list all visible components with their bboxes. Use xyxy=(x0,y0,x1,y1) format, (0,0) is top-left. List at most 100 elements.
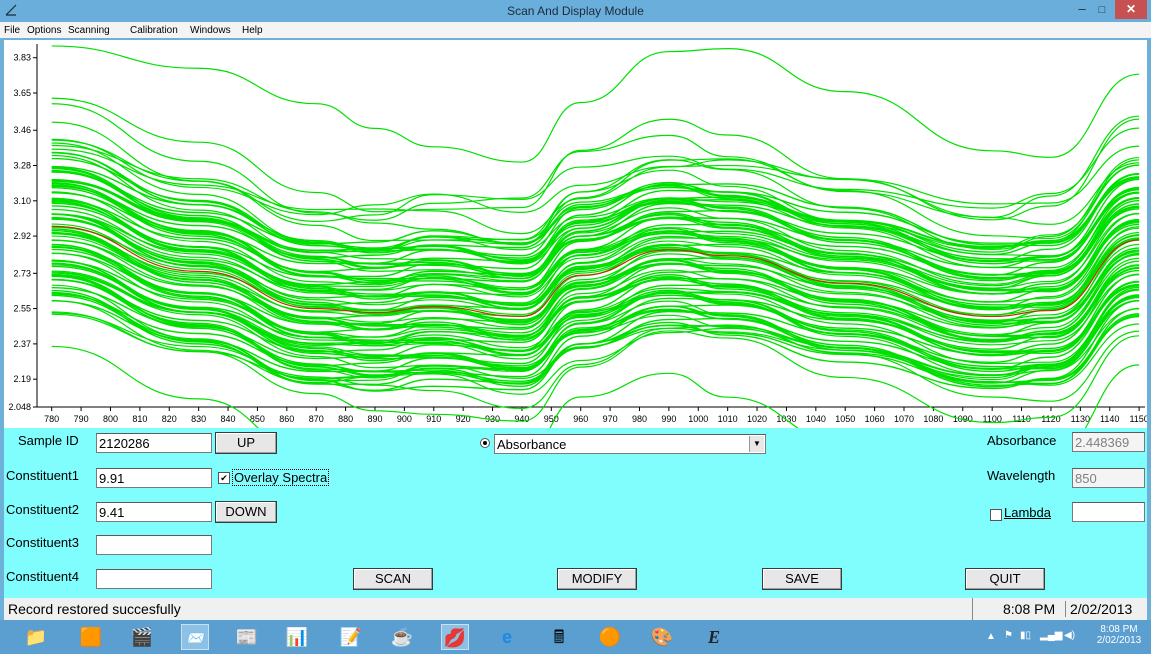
current-spectrum-line xyxy=(51,225,1140,318)
constituent1-field[interactable]: 9.91 xyxy=(96,468,212,488)
x-tick-label: 970 xyxy=(603,414,618,424)
x-tick-label: 900 xyxy=(397,414,412,424)
publisher-icon[interactable]: 📰 xyxy=(235,627,259,647)
excel-icon[interactable]: 📊 xyxy=(285,627,309,647)
spectrum-line xyxy=(51,184,1140,279)
overlay-spectra-checkbox[interactable]: ✔ xyxy=(218,472,230,484)
spectrum-line xyxy=(51,259,1140,355)
x-tick-label: 790 xyxy=(74,414,89,424)
x-tick-label: 1070 xyxy=(894,414,914,424)
menu-help[interactable]: Help xyxy=(242,25,263,36)
close-button[interactable]: ✕ xyxy=(1115,0,1147,19)
spectrum-line xyxy=(51,97,1140,221)
x-tick-label: 1120 xyxy=(1041,414,1060,424)
paint-icon[interactable]: 🎨 xyxy=(650,627,674,647)
absorbance-label: Absorbance xyxy=(987,433,1057,448)
x-tick-label: 850 xyxy=(250,414,265,424)
y-tick-label: 3.83 xyxy=(13,53,31,63)
x-tick-label: 950 xyxy=(544,414,559,424)
taskbar: 📁 🟧 🎬 📨 📰 📊 📝 ☕ 💋 e 🖩 🟠 🎨 E ▲ ⚑ ▮▯ ▂▄▆ ◀… xyxy=(0,620,1151,654)
x-tick-label: 890 xyxy=(367,414,382,424)
spectrum-line xyxy=(51,213,1140,308)
x-tick-label: 990 xyxy=(661,414,676,424)
scan-button[interactable]: SCAN xyxy=(353,568,433,590)
constituent3-label: Constituent3 xyxy=(6,535,79,550)
menu-windows[interactable]: Windows xyxy=(190,25,231,36)
chevron-down-icon[interactable]: ▼ xyxy=(749,436,764,452)
calculator-icon[interactable]: 🖩 xyxy=(553,627,565,647)
down-button[interactable]: DOWN xyxy=(215,501,277,523)
menu-file[interactable]: File xyxy=(4,25,21,36)
spectrum-line xyxy=(51,151,1140,247)
spectrum-line xyxy=(51,313,1140,424)
radio-dot-icon xyxy=(483,441,487,445)
x-tick-label: 1140 xyxy=(1100,414,1119,424)
menu-scanning[interactable]: Scanning xyxy=(68,25,110,36)
minimize-button[interactable]: – xyxy=(1078,1,1086,16)
y-tick-label: 2.37 xyxy=(13,339,31,349)
x-tick-label: 1130 xyxy=(1071,414,1090,424)
spectrum-line xyxy=(51,228,1140,325)
lambda-checkbox[interactable] xyxy=(990,509,1002,521)
spectrum-line xyxy=(51,217,1140,310)
constituent4-label: Constituent4 xyxy=(6,569,79,584)
save-button[interactable]: SAVE xyxy=(762,568,842,590)
x-tick-label: 870 xyxy=(309,414,324,424)
up-button[interactable]: UP xyxy=(215,432,277,454)
mode-radio[interactable] xyxy=(480,438,490,448)
quit-button[interactable]: QUIT xyxy=(965,568,1045,590)
spectrum-line xyxy=(51,202,1140,295)
spectrum-line xyxy=(51,186,1140,280)
menu-options[interactable]: Options xyxy=(27,25,62,36)
spectrum-line xyxy=(51,154,1140,253)
spectrum-line xyxy=(51,142,1140,253)
menu-calibration[interactable]: Calibration xyxy=(130,25,178,36)
spectrum-line xyxy=(51,246,1140,341)
spectra-chart: 3.83 3.65 3.46 3.28 3.10 2.92 2.73 2.55 2.37 2.19… xyxy=(8,44,1149,478)
x-tick-label: 800 xyxy=(103,414,118,424)
network-icon[interactable]: ▮▯ xyxy=(1020,630,1032,641)
modify-button[interactable]: MODIFY xyxy=(557,568,637,590)
spectrum-line xyxy=(51,139,1140,250)
flag-icon[interactable]: ⚑ xyxy=(1004,630,1013,641)
x-tick-label: 1000 xyxy=(688,414,708,424)
y-tick-label: 2.19 xyxy=(13,374,31,384)
x-tick-label: 840 xyxy=(221,414,236,424)
sample-id-field[interactable]: 2120286 xyxy=(96,433,212,453)
java-icon[interactable]: ☕ xyxy=(390,627,414,647)
office-icon[interactable]: 🟧 xyxy=(79,627,103,647)
constituent3-field[interactable] xyxy=(96,535,212,555)
absorbance-readout: 2.448369 xyxy=(1072,432,1145,452)
lambda-label[interactable]: Lambda xyxy=(1004,505,1051,520)
show-hidden-icons-icon[interactable]: ▲ xyxy=(986,631,996,642)
word-icon[interactable]: 📝 xyxy=(339,627,363,647)
taskbar-clock[interactable]: 8:08 PM 2/02/2013 xyxy=(1094,624,1144,646)
spectrum-line xyxy=(51,45,1140,163)
outlook-icon[interactable]: 📨 xyxy=(181,624,209,650)
x-tick-label: 1010 xyxy=(718,414,738,424)
y-tick-label: 3.46 xyxy=(13,125,31,135)
restore-button[interactable]: □ xyxy=(1098,4,1106,16)
overlay-spectra-label[interactable]: Overlay Spectra xyxy=(232,469,330,486)
e-app-icon[interactable]: E xyxy=(707,627,720,647)
media-icon[interactable]: 🎬 xyxy=(130,627,154,647)
constituent2-field[interactable]: 9.41 xyxy=(96,502,212,522)
x-tick-label: 910 xyxy=(426,414,441,424)
file-explorer-icon[interactable]: 📁 xyxy=(24,627,48,647)
volume-icon[interactable]: ◀) xyxy=(1064,630,1076,641)
y-tick-label: 2.73 xyxy=(13,268,31,278)
constituent4-field[interactable] xyxy=(96,569,212,589)
lips-app-icon[interactable]: 💋 xyxy=(441,624,469,650)
wavelength-readout: 850 xyxy=(1072,468,1145,488)
spectrum-line xyxy=(51,144,1140,246)
signal-icon[interactable]: ▂▄▆ xyxy=(1040,630,1063,641)
chrome-icon[interactable]: 🟠 xyxy=(598,627,622,647)
lambda-field[interactable] xyxy=(1072,502,1145,522)
internet-explorer-icon[interactable]: e xyxy=(501,627,512,647)
app-logo-icon xyxy=(5,4,17,16)
status-clock: 8:08 PM 2/02/2013 xyxy=(972,598,1147,620)
x-tick-label: 920 xyxy=(456,414,471,424)
spectrum-line xyxy=(51,157,1140,254)
mode-select[interactable]: Absorbance ▼ xyxy=(494,434,766,454)
y-tick-label: 2.048 xyxy=(8,402,31,412)
